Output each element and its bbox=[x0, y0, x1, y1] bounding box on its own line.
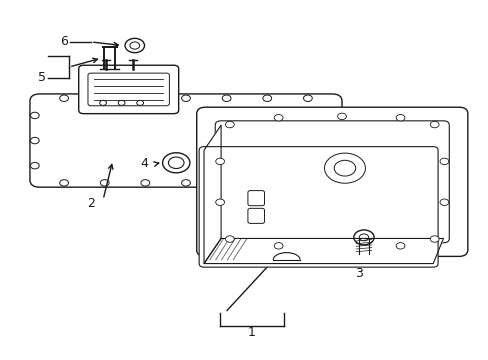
Circle shape bbox=[395, 114, 404, 121]
Circle shape bbox=[130, 42, 140, 49]
Circle shape bbox=[395, 243, 404, 249]
FancyBboxPatch shape bbox=[196, 107, 467, 256]
Text: 3: 3 bbox=[354, 267, 362, 280]
FancyBboxPatch shape bbox=[215, 121, 448, 243]
Circle shape bbox=[118, 100, 125, 105]
Polygon shape bbox=[203, 238, 443, 264]
FancyBboxPatch shape bbox=[247, 190, 264, 206]
Text: 6: 6 bbox=[60, 35, 68, 49]
Circle shape bbox=[439, 158, 448, 165]
Circle shape bbox=[324, 153, 365, 183]
Circle shape bbox=[225, 121, 234, 128]
Circle shape bbox=[439, 199, 448, 206]
Text: 5: 5 bbox=[38, 71, 46, 84]
FancyBboxPatch shape bbox=[199, 147, 437, 267]
Circle shape bbox=[215, 158, 224, 165]
Text: 1: 1 bbox=[247, 326, 255, 339]
Circle shape bbox=[337, 113, 346, 120]
Circle shape bbox=[429, 121, 438, 128]
Circle shape bbox=[125, 39, 144, 53]
Circle shape bbox=[137, 100, 143, 105]
Circle shape bbox=[162, 153, 189, 173]
Text: 2: 2 bbox=[87, 197, 95, 210]
Polygon shape bbox=[203, 125, 221, 264]
Circle shape bbox=[168, 157, 183, 168]
Circle shape bbox=[333, 160, 355, 176]
FancyBboxPatch shape bbox=[88, 73, 169, 106]
Circle shape bbox=[100, 100, 106, 105]
Circle shape bbox=[429, 236, 438, 242]
Circle shape bbox=[359, 234, 368, 241]
Circle shape bbox=[351, 229, 376, 248]
Circle shape bbox=[225, 236, 234, 242]
FancyBboxPatch shape bbox=[79, 65, 178, 114]
Text: 4: 4 bbox=[141, 157, 148, 170]
Circle shape bbox=[274, 243, 283, 249]
Circle shape bbox=[274, 114, 283, 121]
FancyBboxPatch shape bbox=[247, 208, 264, 224]
Circle shape bbox=[215, 199, 224, 206]
Circle shape bbox=[353, 230, 373, 245]
